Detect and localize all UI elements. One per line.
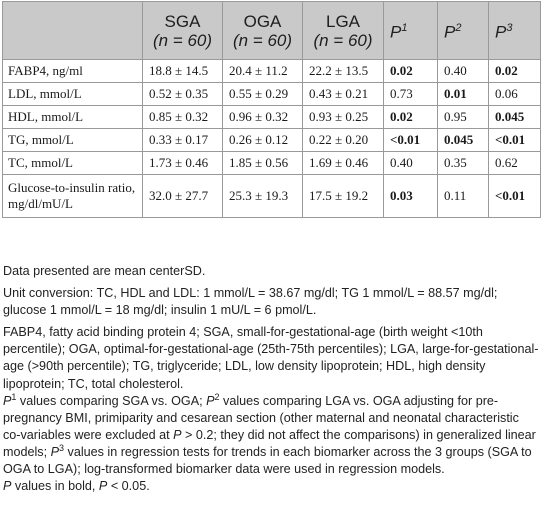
header-p1: P1 (383, 1, 438, 60)
table-row: FABP4, ng/ml 18.8 ± 14.5 20.4 ± 11.2 22.… (2, 59, 541, 83)
header-sga: SGA (n = 60) (142, 1, 223, 60)
cell-p3: 0.045 (488, 105, 541, 129)
cell-p3: 0.02 (488, 59, 541, 83)
footnote-abbreviations: FABP4, fatty acid binding protein 4; SGA… (3, 325, 539, 391)
cell-oga: 0.26 ± 0.12 (222, 128, 303, 152)
results-table: SGA (n = 60) OGA (n = 60) LGA (n = 60) P1 P… (2, 1, 541, 218)
row-label: TC, mmol/L (2, 151, 143, 175)
cell-p1: 0.02 (383, 59, 438, 83)
cell-lga: 1.69 ± 0.46 (302, 151, 384, 175)
cell-p1: 0.02 (383, 105, 438, 129)
cell-oga: 0.55 ± 0.29 (222, 82, 303, 106)
row-label: HDL, mmol/L (2, 105, 143, 129)
cell-p3: <0.01 (488, 174, 541, 218)
footnote-unit-conversion: Unit conversion: TC, HDL and LDL: 1 mmol… (3, 286, 498, 318)
cell-sga: 1.73 ± 0.46 (142, 151, 223, 175)
table-header-row: SGA (n = 60) OGA (n = 60) LGA (n = 60) P1 P… (2, 1, 541, 60)
cell-lga: 0.22 ± 0.20 (302, 128, 384, 152)
header-p2: P2 (437, 1, 489, 60)
row-label: LDL, mmol/L (2, 82, 143, 106)
cell-p1: 0.40 (383, 151, 438, 175)
cell-p3: 0.06 (488, 82, 541, 106)
cell-p1: 0.03 (383, 174, 438, 218)
footnote-bold-note: P values in bold, P < 0.05. (3, 479, 150, 494)
header-blank (2, 1, 143, 60)
cell-lga: 17.5 ± 19.2 (302, 174, 384, 218)
header-oga: OGA (n = 60) (222, 1, 303, 60)
header-p3: P3 (488, 1, 541, 60)
cell-lga: 0.93 ± 0.25 (302, 105, 384, 129)
table-row: LDL, mmol/L 0.52 ± 0.35 0.55 ± 0.29 0.43… (2, 82, 541, 106)
cell-p3: <0.01 (488, 128, 541, 152)
row-label: TG, mmol/L (2, 128, 143, 152)
table-row: HDL, mmol/L 0.85 ± 0.32 0.96 ± 0.32 0.93… (2, 105, 541, 129)
cell-sga: 18.8 ± 14.5 (142, 59, 223, 83)
cell-p1: <0.01 (383, 128, 438, 152)
cell-lga: 22.2 ± 13.5 (302, 59, 384, 83)
footnote-p-values: P1 values comparing SGA vs. OGA; P2 valu… (3, 391, 536, 477)
table-row: Glucose-to-insulin ratio, mg/dl/mU/L 32.… (2, 174, 541, 218)
cell-sga: 32.0 ± 27.7 (142, 174, 223, 218)
footnote-data-presented: Data presented are mean centerSD. (3, 264, 206, 278)
cell-p2: 0.01 (437, 82, 489, 106)
cell-p2: 0.35 (437, 151, 489, 175)
row-label: Glucose-to-insulin ratio, mg/dl/mU/L (2, 174, 143, 218)
cell-sga: 0.85 ± 0.32 (142, 105, 223, 129)
cell-oga: 20.4 ± 11.2 (222, 59, 303, 83)
cell-oga: 1.85 ± 0.56 (222, 151, 303, 175)
cell-oga: 0.96 ± 0.32 (222, 105, 303, 129)
table-row: TG, mmol/L 0.33 ± 0.17 0.26 ± 0.12 0.22 … (2, 128, 541, 152)
cell-lga: 0.43 ± 0.21 (302, 82, 384, 106)
cell-sga: 0.33 ± 0.17 (142, 128, 223, 152)
cell-p2: 0.40 (437, 59, 489, 83)
cell-p2: 0.045 (437, 128, 489, 152)
table-row: TC, mmol/L 1.73 ± 0.46 1.85 ± 0.56 1.69 … (2, 151, 541, 175)
cell-p1: 0.73 (383, 82, 438, 106)
cell-oga: 25.3 ± 19.3 (222, 174, 303, 218)
cell-p2: 0.95 (437, 105, 489, 129)
header-lga: LGA (n = 60) (302, 1, 384, 60)
cell-sga: 0.52 ± 0.35 (142, 82, 223, 106)
row-label: FABP4, ng/ml (2, 59, 143, 83)
table-footnotes: Data presented are mean centerSD. Unit c… (3, 263, 539, 495)
cell-p3: 0.62 (488, 151, 541, 175)
cell-p2: 0.11 (437, 174, 489, 218)
